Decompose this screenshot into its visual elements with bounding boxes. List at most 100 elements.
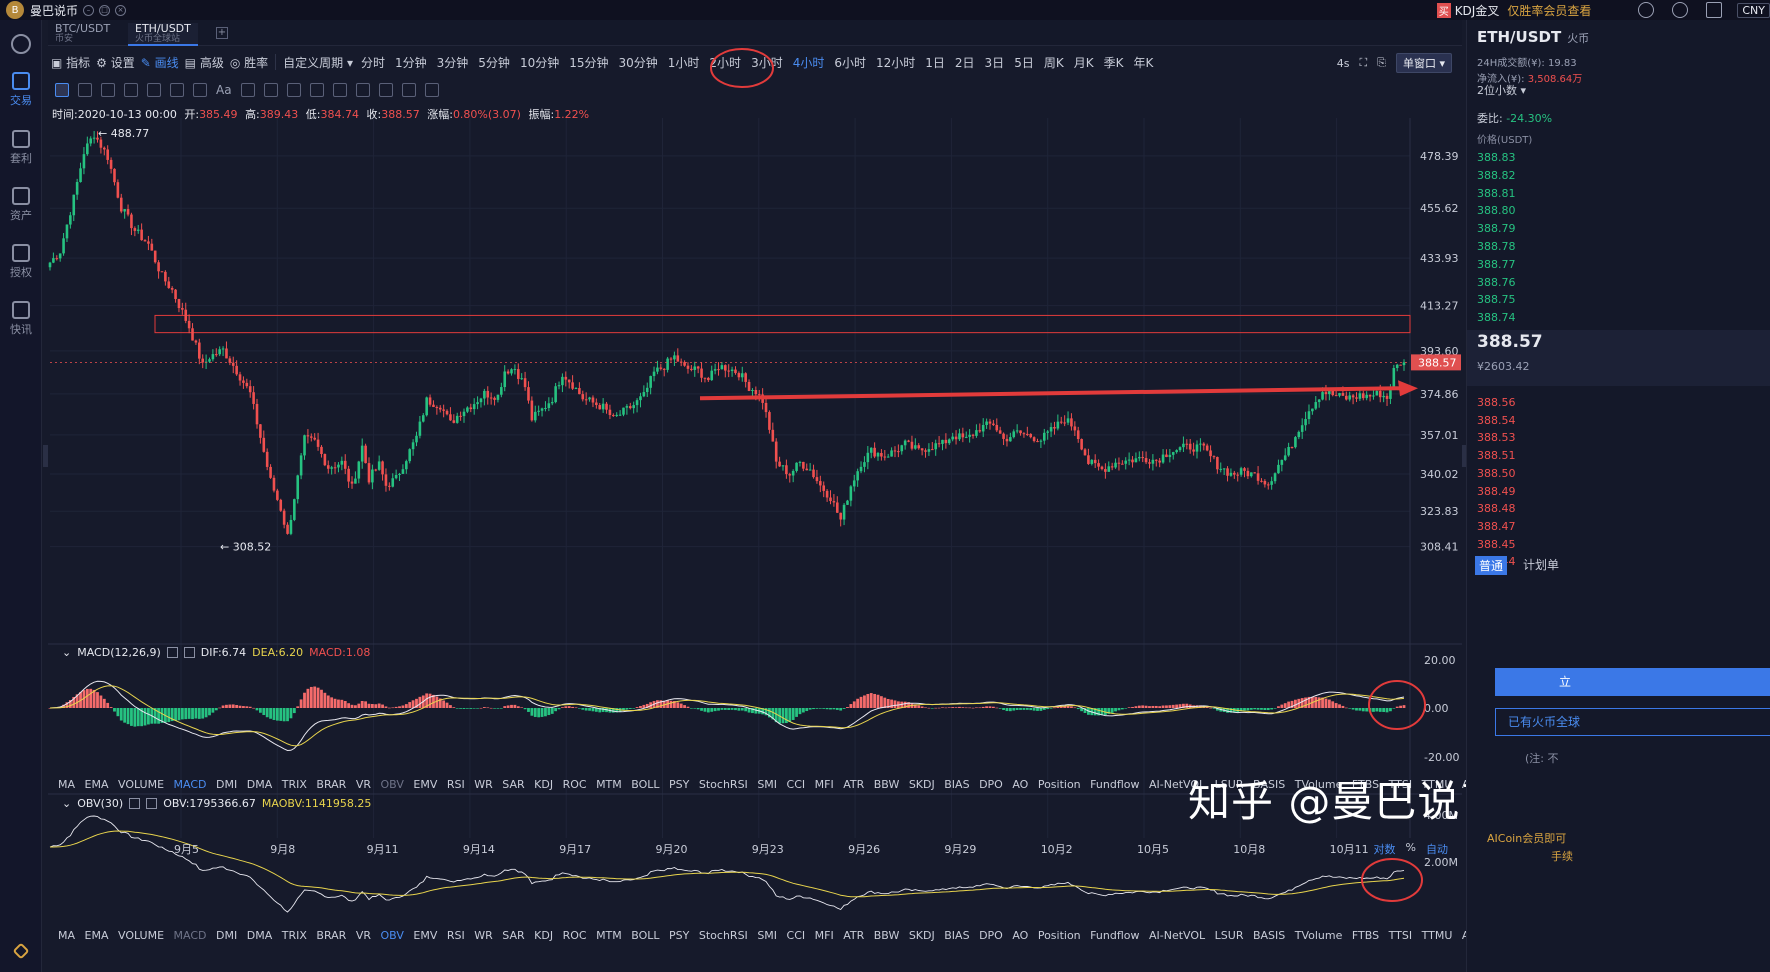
bid-price[interactable]: 388.48 <box>1477 502 1516 516</box>
indicator-tab-macd[interactable]: MACD <box>173 928 207 942</box>
indicator-tab-trix[interactable]: TRIX <box>281 777 307 791</box>
indicator-tab-ai-netvol[interactable]: AI-NetVOL <box>1148 777 1206 791</box>
interval-13[interactable]: 1日 <box>925 55 945 70</box>
interval-2[interactable]: 3分钟 <box>436 55 469 70</box>
indicator-tab-psy[interactable]: PSY <box>669 777 690 791</box>
indicator-tab-ftbs[interactable]: FTBS <box>1351 928 1380 942</box>
indicator-tab-skdj[interactable]: SKDJ <box>908 777 935 791</box>
tab-btc-usdt[interactable]: BTC/USDT 币安 <box>55 22 111 44</box>
indicator-tab-roc[interactable]: ROC <box>562 928 587 942</box>
indicator-tab-emv[interactable]: EMV <box>413 928 438 942</box>
indicator-tab-lsur[interactable]: LSUR <box>1214 777 1244 791</box>
brush-tool-icon[interactable] <box>240 83 255 97</box>
text-tool-icon[interactable]: Aa <box>216 83 232 97</box>
indicator-tab-ttmu[interactable]: TTMU <box>1421 777 1453 791</box>
register-button[interactable]: 已有火币全球 <box>1495 708 1770 736</box>
indicator-tab-roc[interactable]: ROC <box>562 777 587 791</box>
search-icon[interactable] <box>1672 2 1689 18</box>
indicator-tab-wr[interactable]: WR <box>474 928 493 942</box>
bid-price[interactable]: 388.49 <box>1477 484 1516 498</box>
indicator-tab-dmi[interactable]: DMI <box>216 928 238 942</box>
interval-9[interactable]: 3小时 <box>751 55 783 70</box>
trash-icon[interactable] <box>424 83 439 97</box>
indicator-tab-obv[interactable]: OBV <box>380 928 404 942</box>
bid-price[interactable]: 388.53 <box>1477 431 1516 445</box>
copy-tool-icon[interactable] <box>378 83 393 97</box>
buy-button[interactable]: 立 <box>1495 668 1770 696</box>
sidebar-item-trade[interactable]: 交易 <box>0 72 42 108</box>
custom-period-dropdown[interactable]: 自定义周期 ▾ <box>283 55 353 70</box>
winrate-button[interactable]: ◎ 胜率 <box>229 55 269 70</box>
indicator-tab-ao[interactable]: AO <box>1012 928 1029 942</box>
indicator-tab-ema[interactable]: EMA <box>84 777 109 791</box>
indicator-tab-stochrsi[interactable]: StochRSI <box>698 928 748 942</box>
sidebar-item-assets[interactable]: 资产 <box>0 187 42 223</box>
indicator-tab-atr[interactable]: ATR <box>843 928 865 942</box>
obv-close-icon[interactable] <box>146 798 158 809</box>
interval-12[interactable]: 12小时 <box>875 55 916 70</box>
indicator-tab-basis[interactable]: BASIS <box>1252 777 1286 791</box>
ruler-tool-icon[interactable] <box>286 83 301 97</box>
interval-3[interactable]: 5分钟 <box>478 55 510 70</box>
right-collapse-handle[interactable] <box>1462 445 1467 467</box>
bid-price[interactable]: 388.50 <box>1477 466 1516 480</box>
currency-select[interactable]: CNY <box>1737 2 1770 18</box>
interval-17[interactable]: 周K <box>1043 55 1064 70</box>
crosshair-tool-icon[interactable] <box>55 83 69 97</box>
indicator-tab-dpo[interactable]: DPO <box>979 928 1003 942</box>
interval-0[interactable]: 分时 <box>361 55 386 70</box>
aicoin-promo[interactable]: AICoin会员即可 <box>1487 832 1567 845</box>
indicator-tab-ao[interactable]: AO <box>1012 777 1029 791</box>
ray-tool-icon[interactable] <box>101 83 115 97</box>
indicator-tab-ttsi[interactable]: TTSI <box>1388 928 1413 942</box>
indicator-tab-cci[interactable]: CCI <box>786 777 806 791</box>
interval-5[interactable]: 15分钟 <box>569 55 609 70</box>
indicator-tab-lsur[interactable]: LSUR <box>1214 928 1244 942</box>
sidebar-item-auth[interactable]: 授权 <box>0 244 42 280</box>
window-mode-dropdown[interactable]: 单窗口 ▾ <box>1395 53 1452 73</box>
indicator-tab-tvolume[interactable]: TVolume <box>1294 928 1343 942</box>
bid-price[interactable]: 388.51 <box>1477 449 1516 463</box>
indicator-tab-dpo[interactable]: DPO <box>979 777 1003 791</box>
indicator-tab-emv[interactable]: EMV <box>413 777 438 791</box>
indicator-tab-boll[interactable]: BOLL <box>631 777 660 791</box>
indicator-tab-dma[interactable]: DMA <box>246 928 273 942</box>
indicator-tab-trix[interactable]: TRIX <box>281 928 307 942</box>
indicator-tab-dma[interactable]: DMA <box>246 777 273 791</box>
sidebar-item-news[interactable]: 快讯 <box>0 301 42 337</box>
tab-eth-usdt[interactable]: ETH/USDT 火币全球站 <box>128 23 198 46</box>
indicator-tab-kdj[interactable]: KDJ <box>534 928 554 942</box>
indicator-tab-cci[interactable]: CCI <box>786 928 806 942</box>
ask-price[interactable]: 388.74 <box>1477 311 1516 325</box>
indicator-tab-rsi[interactable]: RSI <box>446 777 465 791</box>
indicator-tab-ma[interactable]: MA <box>58 928 76 942</box>
interval-19[interactable]: 季K <box>1103 55 1124 70</box>
indicator-tab-dmi[interactable]: DMI <box>216 777 238 791</box>
fullscreen-icon[interactable]: ⛶ <box>1359 56 1368 69</box>
indicator-tab-brar[interactable]: BRAR <box>316 777 347 791</box>
indicator-tab-wr[interactable]: WR <box>474 777 493 791</box>
indicator-tab-bbw[interactable]: BBW <box>873 928 900 942</box>
restore-icon[interactable]: □ <box>99 4 111 16</box>
settings-button[interactable]: ⚙ 设置 <box>96 55 135 70</box>
interval-8[interactable]: 2小时 <box>709 55 742 70</box>
tab-normal-order[interactable]: 普通 <box>1475 556 1508 575</box>
interval-20[interactable]: 年K <box>1133 55 1154 70</box>
indicator-tab-boll[interactable]: BOLL <box>631 928 660 942</box>
indicator-tab-brar[interactable]: BRAR <box>316 928 347 942</box>
ask-price[interactable]: 388.79 <box>1477 222 1516 236</box>
indicator-tab-sar[interactable]: SAR <box>502 928 525 942</box>
interval-6[interactable]: 30分钟 <box>618 55 658 70</box>
indicator-tab-mfi[interactable]: MFI <box>814 928 834 942</box>
macd-close-icon[interactable] <box>183 647 195 658</box>
bid-price[interactable]: 388.56 <box>1477 396 1516 409</box>
add-tab-button[interactable]: + <box>216 27 228 39</box>
hide-tool-icon[interactable] <box>401 83 416 97</box>
indicator-tab-position[interactable]: Position <box>1037 777 1081 791</box>
sidebar-item-arbitrage[interactable]: 套利 <box>0 130 42 166</box>
indicator-tab-vr[interactable]: VR <box>355 777 371 791</box>
indicator-button[interactable]: ▣ 指标 <box>51 55 91 70</box>
indicator-tab-basis[interactable]: BASIS <box>1252 928 1286 942</box>
minimize-icon[interactable]: – <box>83 4 95 16</box>
angle-tool-icon[interactable] <box>124 83 138 97</box>
